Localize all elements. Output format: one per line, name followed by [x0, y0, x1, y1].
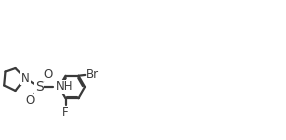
- Text: NH: NH: [55, 80, 73, 94]
- Text: N: N: [21, 72, 30, 85]
- Text: O: O: [25, 94, 34, 107]
- Text: Br: Br: [86, 68, 99, 81]
- Text: F: F: [62, 106, 69, 119]
- Text: O: O: [43, 68, 53, 81]
- Text: S: S: [35, 80, 43, 94]
